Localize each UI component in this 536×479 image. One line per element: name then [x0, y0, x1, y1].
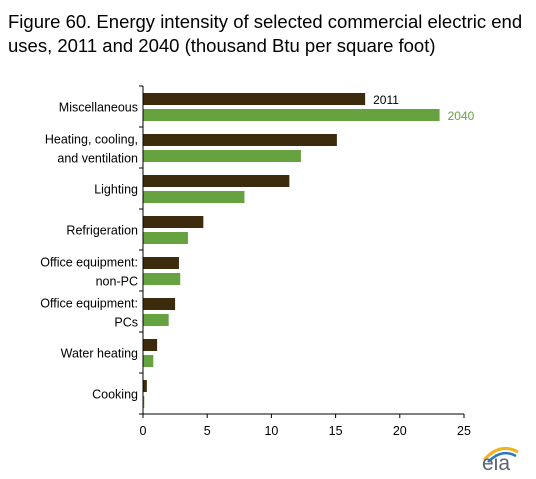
category-label: Water heating: [61, 347, 138, 361]
category-label: non-PC: [96, 275, 138, 289]
bar-2011-0: [143, 93, 366, 105]
series-label-2040: 2040: [448, 109, 475, 123]
category-label: Heating, cooling,: [45, 133, 138, 147]
bar-2040-3: [143, 232, 188, 244]
chart-title: Figure 60. Energy intensity of selected …: [8, 11, 523, 56]
bar-2040-6: [143, 355, 154, 367]
bar-2040-7: [143, 396, 145, 408]
bar-2040-1: [143, 150, 301, 162]
x-tick-label: 10: [264, 424, 278, 438]
category-label: Cooking: [92, 388, 138, 402]
category-label: Refrigeration: [66, 224, 138, 238]
bar-2011-2: [143, 175, 290, 187]
category-label: Office equipment:: [40, 256, 138, 270]
category-label: PCs: [114, 316, 138, 330]
bar-2040-4: [143, 273, 181, 285]
category-label: Miscellaneous: [59, 101, 138, 115]
bar-2011-7: [143, 380, 147, 392]
x-tick-label: 0: [140, 424, 147, 438]
eia-logo-icon: [482, 446, 519, 463]
category-label: Office equipment:: [40, 297, 138, 311]
x-tick-label: 20: [393, 424, 407, 438]
bar-2040-5: [143, 314, 169, 326]
x-tick-label: 15: [329, 424, 343, 438]
eia-logo-text: eia: [482, 452, 511, 475]
bar-2011-6: [143, 339, 158, 351]
bar-2011-5: [143, 298, 176, 310]
bar-2040-2: [143, 191, 245, 203]
x-tick-label: 25: [457, 424, 471, 438]
bar-2011-1: [143, 134, 337, 146]
bar-2011-3: [143, 216, 204, 228]
bar-2040-0: [143, 109, 440, 121]
category-label: and ventilation: [57, 152, 138, 166]
category-label: Lighting: [94, 183, 138, 197]
bar-2011-4: [143, 257, 179, 269]
x-tick-label: 5: [204, 424, 211, 438]
series-label-2011: 2011: [373, 93, 399, 107]
